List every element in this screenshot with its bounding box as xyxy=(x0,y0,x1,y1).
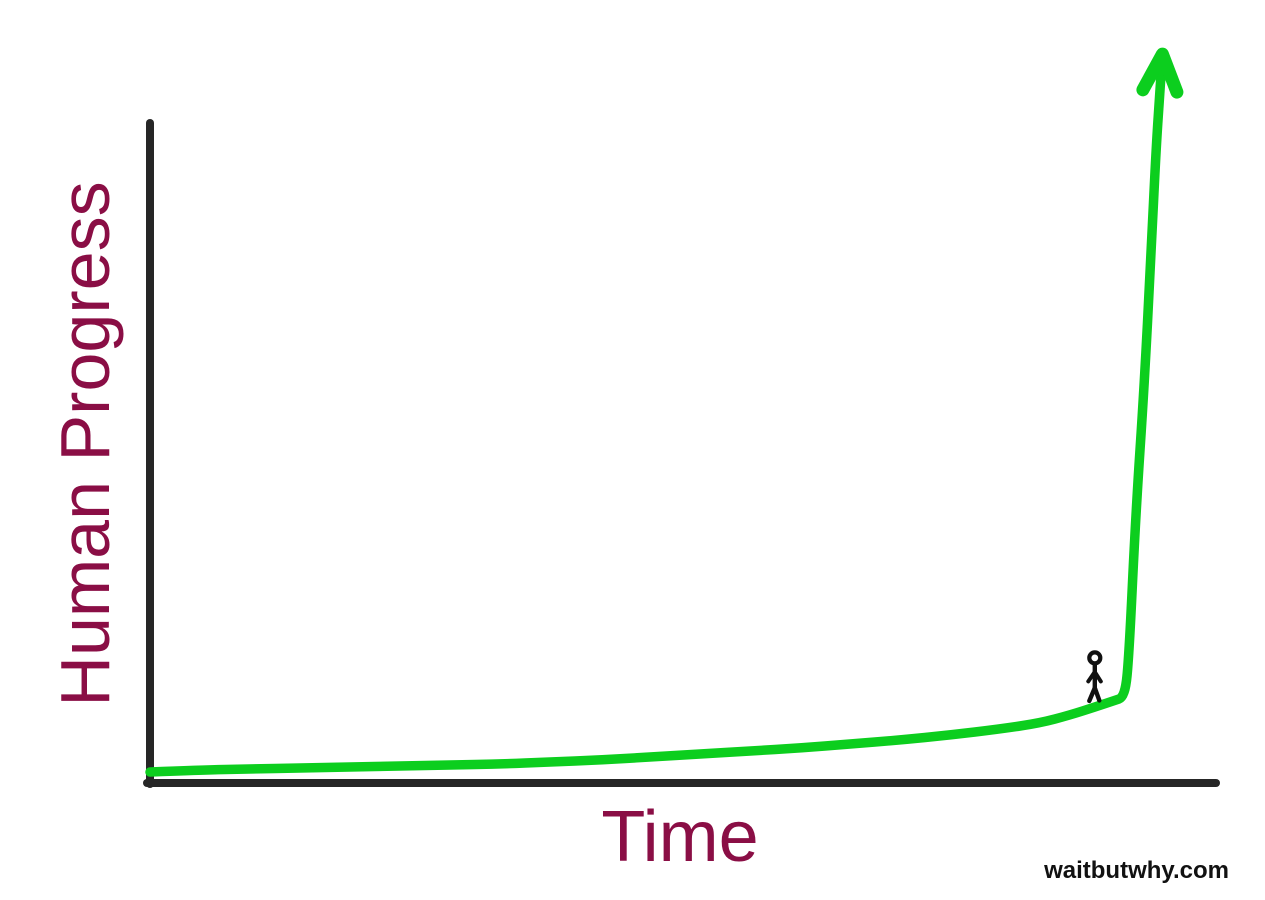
stick-figure xyxy=(1086,650,1103,704)
stick-figure-leg-right xyxy=(1092,685,1102,703)
watermark: waitbutwhy.com xyxy=(1044,857,1229,884)
arrow-up-icon xyxy=(1136,47,1184,99)
stick-figure-arm-right xyxy=(1092,669,1103,684)
x-axis-label: Time xyxy=(601,797,759,877)
progress-curve xyxy=(145,55,1167,777)
y-axis-label: Human Progress xyxy=(46,181,124,707)
